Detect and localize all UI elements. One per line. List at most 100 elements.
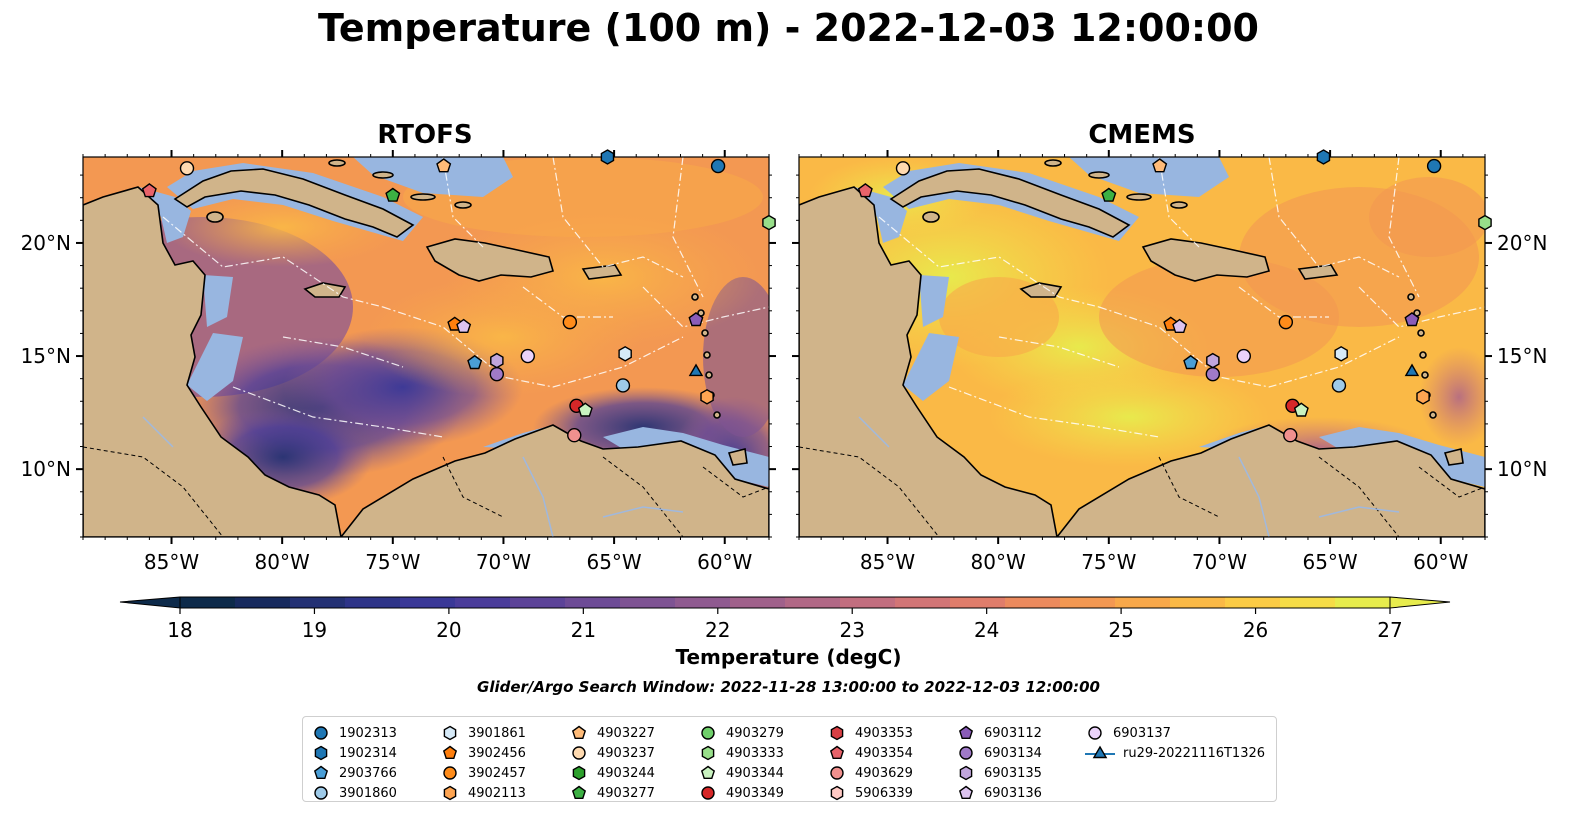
lon-tick-label: 60°W	[1413, 550, 1468, 574]
legend-item: 2903766	[311, 763, 397, 783]
legend-item: 4903333	[698, 743, 784, 763]
legend-item: 5906339	[827, 783, 913, 803]
legend-marker-icon	[313, 765, 329, 780]
search-window-text: Glider/Argo Search Window: 2022-11-28 13…	[477, 678, 1100, 696]
float-marker-6903112	[688, 312, 704, 327]
legend-item: 6903134	[956, 743, 1042, 763]
colorbar-tick-label: 21	[571, 618, 596, 640]
lon-tick-label: 85°W	[144, 550, 199, 574]
legend-label: 4903333	[726, 745, 784, 761]
legend-label: 6903134	[984, 745, 1042, 761]
colorbar-tick-label: 27	[1377, 618, 1402, 640]
legend-item: 6903112	[956, 723, 1042, 743]
float-marker-3901861	[618, 345, 632, 362]
float-marker-4902113	[1416, 388, 1430, 405]
legend-item: 3901861	[440, 723, 526, 743]
legend-label: 6903137	[1113, 725, 1171, 741]
lat-tick-label: 15°N	[1497, 344, 1547, 368]
colorbar-tick-label: 23	[839, 618, 864, 640]
map-panel-cmems	[799, 157, 1485, 537]
colorbar-tick-label: 22	[705, 618, 730, 640]
colorbar-label: Temperature (degC)	[675, 645, 902, 669]
maps-figure: 85°W 80°W 75°W 70°W 65°W 60°W 20°N 15°N 10°N 85°W…	[21, 149, 1547, 640]
colorbar-segment	[730, 597, 786, 608]
colorbar-tick-label: 19	[302, 618, 327, 640]
float-marker-6903136	[1172, 318, 1188, 333]
colorbar-segment	[895, 597, 951, 608]
float-marker-4903333	[762, 214, 776, 231]
legend-marker-icon	[571, 725, 587, 740]
float-marker-3901860	[615, 378, 631, 393]
legend-item: 1902313	[311, 723, 397, 743]
legend-marker-icon	[314, 745, 328, 761]
float-marker-2903766	[1183, 354, 1199, 370]
float-marker-2903766	[467, 354, 483, 370]
lat-tick-label: 15°N	[21, 344, 71, 368]
legend-item: 6903136	[956, 783, 1042, 803]
float-marker-4903629	[1283, 428, 1298, 443]
legend-label: 4903227	[597, 725, 655, 741]
colorbar-segment	[510, 597, 566, 608]
colorbar-segment	[620, 597, 676, 608]
legend-marker-icon	[572, 746, 586, 760]
float-marker-6903112	[1404, 312, 1420, 327]
float-marker-6903136	[456, 318, 472, 333]
float-marker-4903344	[1293, 402, 1309, 417]
float-marker-3902457	[562, 314, 578, 330]
lon-tick-label: 60°W	[697, 550, 752, 574]
lon-tick-label: 75°W	[365, 550, 420, 574]
colorbar-segment	[345, 597, 401, 608]
float-marker-ru29-20221116T1326	[688, 363, 704, 377]
legend-marker-icon	[572, 765, 586, 781]
colorbar-tick-label: 25	[1108, 618, 1133, 640]
legend-label: 3901860	[339, 785, 397, 801]
float-marker-6903134	[1205, 366, 1221, 382]
float-marker-1902313	[1426, 158, 1442, 174]
float-marker-6903137	[1236, 348, 1251, 364]
legend-label: ru29-20221116T1326	[1123, 745, 1266, 761]
legend-label: 3902456	[468, 745, 526, 761]
legend-label: 4903629	[855, 765, 913, 781]
lon-tick-label: 65°W	[1302, 550, 1357, 574]
colorbar-tick-label: 26	[1243, 618, 1268, 640]
legend-item: 4903277	[569, 783, 655, 803]
legend-label: 4903244	[597, 765, 655, 781]
colorbar-segment	[1115, 597, 1171, 608]
legend-marker-icon	[571, 785, 587, 800]
colorbar-segment	[1280, 597, 1336, 608]
legend-label: 4903277	[597, 785, 655, 801]
float-marker-6903135	[1206, 352, 1220, 369]
float-marker-3901861	[1334, 345, 1348, 362]
legend-marker-icon	[701, 786, 715, 800]
legend-label: 4903344	[726, 765, 784, 781]
float-marker-3901860	[1331, 378, 1347, 393]
legend-label: 6903112	[984, 725, 1042, 741]
float-marker-1902314	[1316, 149, 1331, 165]
colorbar-segment	[1170, 597, 1226, 608]
legend-item: 4903244	[569, 763, 655, 783]
legend-marker-icon	[700, 765, 716, 780]
legend-label: 3902457	[468, 765, 526, 781]
legend-item: 4903237	[569, 743, 655, 763]
lon-tick-label: 85°W	[860, 550, 915, 574]
legend-marker-icon	[701, 745, 715, 761]
legend-item: 4903279	[698, 723, 784, 743]
legend-label: 4903354	[855, 745, 913, 761]
legend-item: 6903135	[956, 763, 1042, 783]
legend-marker-icon	[1088, 726, 1102, 740]
colorbar-segment	[235, 597, 291, 608]
legend-marker-icon	[958, 725, 974, 740]
colorbar-segment	[1005, 597, 1061, 608]
legend-label: 5906339	[855, 785, 913, 801]
float-marker-4903277	[1101, 187, 1117, 202]
legend-label: 4902113	[468, 785, 526, 801]
panel-title-cmems: CMEMS	[1088, 120, 1196, 150]
float-markers	[141, 149, 1492, 443]
legend-label: 4903237	[597, 745, 655, 761]
colorbar-segment	[675, 597, 731, 608]
legend-label: 1902314	[339, 745, 397, 761]
legend-label: 6903136	[984, 785, 1042, 801]
float-marker-6903134	[489, 366, 505, 382]
legend-marker-icon	[829, 745, 845, 760]
legend-item: 4903629	[827, 763, 913, 783]
